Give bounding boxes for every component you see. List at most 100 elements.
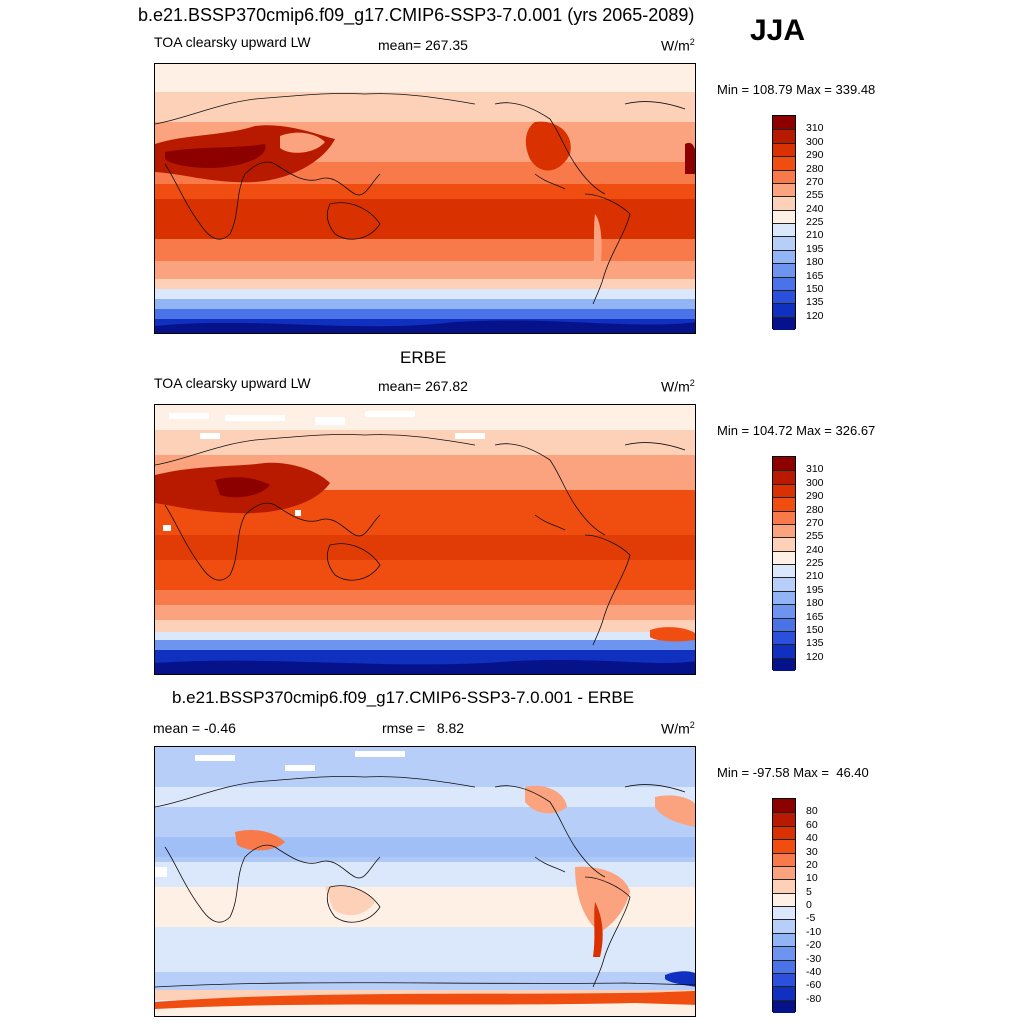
colorbar-tick-label: 255 bbox=[806, 530, 824, 543]
colorbar-swatch bbox=[773, 249, 795, 264]
colorbar-swatch bbox=[773, 303, 795, 317]
colorbar-swatch bbox=[773, 537, 795, 551]
colorbar-tick-label: 225 bbox=[806, 216, 824, 228]
panel2-colorbar: 310 300 290 280 270 255 240 225 210 195 180 165 150 1… bbox=[772, 456, 824, 671]
colorbar-tick-label: 150 bbox=[806, 282, 824, 295]
colorbar-tick-label: -10 bbox=[806, 925, 822, 938]
colorbar-swatch bbox=[773, 617, 795, 631]
panel2-units: W/m2 bbox=[661, 378, 695, 395]
colorbar-tick-label: 225 bbox=[806, 557, 824, 569]
colorbar-tick-label: 240 bbox=[806, 202, 824, 215]
colorbar-swatch bbox=[773, 812, 795, 826]
colorbar-swatch bbox=[773, 959, 795, 973]
colorbar-swatch bbox=[773, 276, 795, 290]
colorbar-tick-label: 280 bbox=[806, 162, 824, 175]
colorbar-tick-label: -40 bbox=[806, 965, 822, 978]
main-title: b.e21.BSSP370cmip6.f09_g17.CMIP6-SSP3-7.… bbox=[138, 5, 695, 25]
colorbar-swatch bbox=[773, 799, 795, 813]
colorbar-tick-label: 10 bbox=[806, 872, 818, 885]
colorbar-tick-label: -60 bbox=[806, 979, 822, 992]
panel2-minmax: Min = 104.72 Max = 326.67 bbox=[717, 423, 876, 438]
colorbar-tick-label: 195 bbox=[806, 242, 824, 255]
panel3-title: b.e21.BSSP370cmip6.f09_g17.CMIP6-SSP3-7.… bbox=[172, 688, 635, 707]
colorbar-swatch bbox=[773, 223, 795, 237]
colorbar-tick-label: -80 bbox=[806, 992, 822, 1005]
panel3-mean-label: mean = -0.46 bbox=[153, 720, 236, 736]
colorbar-swatch bbox=[773, 523, 795, 538]
panel3-colorbar-swatches bbox=[772, 798, 796, 1013]
colorbar-swatch bbox=[773, 630, 795, 645]
colorbar-swatch bbox=[773, 209, 795, 223]
panel1-map bbox=[154, 63, 696, 334]
colorbar-swatch bbox=[773, 263, 795, 277]
colorbar-tick-label: 150 bbox=[806, 623, 824, 636]
colorbar-swatch bbox=[773, 932, 795, 947]
panel2-variable-label: TOA clearsky upward LW bbox=[154, 375, 311, 391]
colorbar-tick-label: 165 bbox=[806, 610, 824, 623]
season-label: JJA bbox=[750, 14, 806, 47]
colorbar-swatch bbox=[773, 604, 795, 618]
panel3-map bbox=[154, 746, 696, 1017]
colorbar-tick-label: 240 bbox=[806, 543, 824, 556]
colorbar-swatch bbox=[773, 470, 795, 484]
colorbar-tick-label: 300 bbox=[806, 135, 824, 148]
panel3-rmse-label: rmse = 8.82 bbox=[382, 720, 465, 736]
colorbar-swatch bbox=[773, 972, 795, 987]
colorbar-swatch bbox=[773, 510, 795, 524]
colorbar-swatch bbox=[773, 919, 795, 933]
panel2-colorbar-swatches bbox=[772, 456, 796, 671]
colorbar-swatch bbox=[773, 116, 795, 130]
panel3-units: W/m2 bbox=[661, 720, 695, 737]
colorbar-tick-label: 5 bbox=[806, 885, 812, 898]
colorbar-tick-label: 30 bbox=[806, 845, 818, 858]
colorbar-tick-label: 180 bbox=[806, 256, 824, 269]
colorbar-swatch bbox=[773, 497, 795, 511]
colorbar-swatch bbox=[773, 590, 795, 605]
colorbar-swatch bbox=[773, 236, 795, 250]
panel1-minmax: Min = 108.79 Max = 339.48 bbox=[717, 82, 876, 97]
colorbar-swatch bbox=[773, 577, 795, 591]
colorbar-swatch bbox=[773, 999, 795, 1013]
colorbar-tick-label: 310 bbox=[806, 122, 824, 135]
colorbar-swatch bbox=[773, 550, 795, 564]
colorbar-swatch bbox=[773, 129, 795, 143]
colorbar-tick-label: 280 bbox=[806, 503, 824, 516]
colorbar-tick-label: 135 bbox=[806, 296, 824, 309]
panel3-colorbar: 80 60 40 30 20 10 5 0 -5 -10 -20 -30 -40 -60 -80 bbox=[772, 798, 821, 1013]
colorbar-tick-label: 210 bbox=[806, 570, 824, 583]
colorbar-tick-label: -20 bbox=[806, 939, 822, 952]
colorbar-swatch bbox=[773, 946, 795, 960]
colorbar-swatch bbox=[773, 564, 795, 578]
colorbar-swatch bbox=[773, 657, 795, 671]
colorbar-swatch bbox=[773, 865, 795, 880]
colorbar-swatch bbox=[773, 892, 795, 906]
colorbar-tick-label: 20 bbox=[806, 858, 818, 871]
panel1-colorbar: 310 300 290 280 270 255 240 225 210 195 180 165 150 1… bbox=[772, 115, 824, 330]
colorbar-swatch bbox=[773, 839, 795, 853]
colorbar-tick-label: 210 bbox=[806, 229, 824, 242]
colorbar-swatch bbox=[773, 906, 795, 920]
colorbar-tick-label: 120 bbox=[806, 650, 824, 663]
colorbar-swatch bbox=[773, 142, 795, 157]
panel1-mean-label: mean= 267.35 bbox=[378, 37, 468, 53]
panel1-units: W/m2 bbox=[661, 37, 695, 54]
colorbar-swatch bbox=[773, 196, 795, 210]
colorbar-tick-label: 60 bbox=[806, 818, 818, 831]
panel2-title: ERBE bbox=[400, 348, 447, 367]
colorbar-swatch bbox=[773, 457, 795, 471]
colorbar-tick-label: 180 bbox=[806, 597, 824, 610]
panel1-variable-label: TOA clearsky upward LW bbox=[154, 34, 311, 50]
colorbar-swatch bbox=[773, 182, 795, 197]
panel2-mean-label: mean= 267.82 bbox=[378, 378, 468, 394]
colorbar-swatch bbox=[773, 986, 795, 1000]
colorbar-swatch bbox=[773, 289, 795, 304]
colorbar-swatch bbox=[773, 169, 795, 183]
colorbar-tick-label: 40 bbox=[806, 832, 818, 845]
colorbar-swatch bbox=[773, 316, 795, 330]
colorbar-swatch bbox=[773, 825, 795, 840]
colorbar-tick-label: 80 bbox=[806, 805, 818, 818]
colorbar-swatch bbox=[773, 644, 795, 658]
colorbar-swatch bbox=[773, 852, 795, 866]
colorbar-tick-label: 195 bbox=[806, 583, 824, 596]
panel1-colorbar-swatches bbox=[772, 115, 796, 330]
